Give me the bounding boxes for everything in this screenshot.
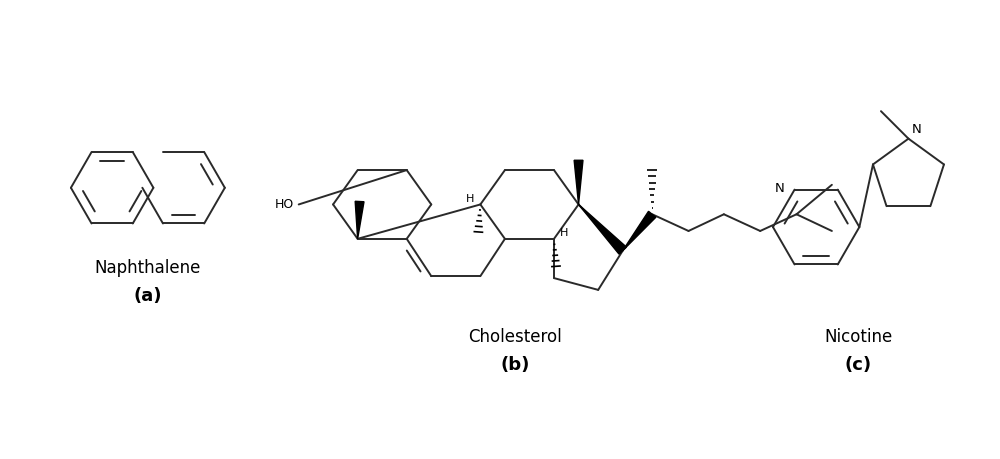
Text: (c): (c) (845, 355, 872, 373)
Text: N: N (775, 182, 785, 195)
Text: (b): (b) (500, 355, 529, 373)
Polygon shape (579, 205, 626, 255)
Text: Naphthalene: Naphthalene (95, 259, 201, 277)
Text: HO: HO (275, 197, 294, 211)
Text: Nicotine: Nicotine (824, 327, 893, 346)
Polygon shape (355, 202, 364, 239)
Text: Cholesterol: Cholesterol (468, 327, 562, 346)
Text: H: H (560, 228, 568, 237)
Polygon shape (623, 212, 656, 251)
Polygon shape (574, 161, 583, 205)
Text: H: H (466, 193, 475, 203)
Text: N: N (911, 123, 921, 135)
Text: (a): (a) (134, 286, 162, 304)
